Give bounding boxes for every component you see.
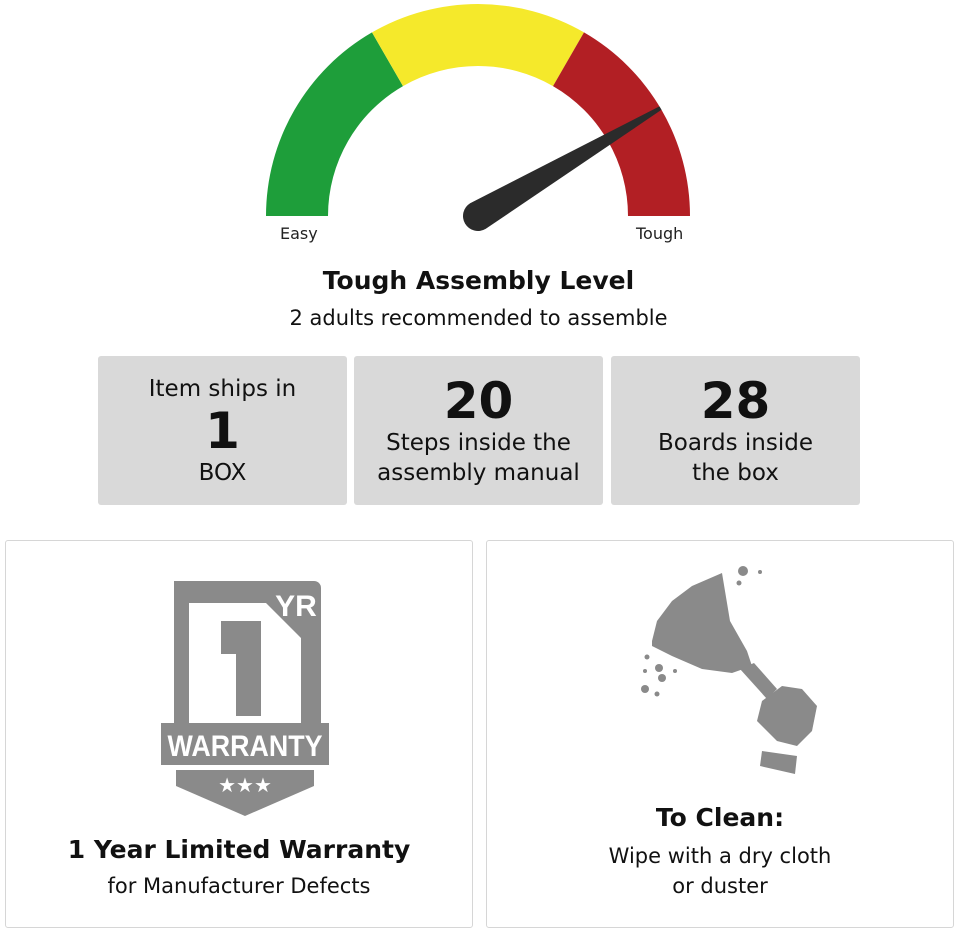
stat-number: 20 bbox=[443, 371, 514, 430]
gauge-label-tough: Tough bbox=[636, 224, 684, 243]
cleaning-title: To Clean: bbox=[655, 803, 785, 832]
stat-line: Steps inside the bbox=[386, 429, 571, 456]
warranty-text: for Manufacturer Defects bbox=[107, 874, 371, 898]
gauge-segment-easy bbox=[266, 32, 403, 216]
badge-unit: YR bbox=[275, 590, 317, 623]
gauge-segment-tough bbox=[553, 32, 690, 216]
stat-line: the box bbox=[692, 459, 779, 486]
stat-box-shipping: Item ships in 1 BOX bbox=[98, 356, 347, 505]
stat-box-steps: 20 Steps inside the assembly manual bbox=[354, 356, 603, 505]
badge-text: WARRANTY bbox=[168, 730, 323, 763]
stat-line: Boards inside bbox=[658, 429, 813, 456]
stars-icon: ★★★ bbox=[218, 773, 272, 797]
assembly-gauge bbox=[266, 4, 690, 231]
stat-box-boards: 28 Boards inside the box bbox=[611, 356, 860, 505]
warranty-card: YR WARRANTY ★★★ 1 Year Limited Warranty … bbox=[5, 540, 473, 928]
cleaning-card: To Clean: Wipe with a dry cloth or duste… bbox=[486, 540, 954, 928]
cleaning-line-2: or duster bbox=[672, 874, 768, 898]
cleaning-line-1: Wipe with a dry cloth bbox=[608, 844, 832, 868]
assembly-subtitle: 2 adults recommended to assemble bbox=[289, 306, 668, 330]
gauge-label-easy: Easy bbox=[280, 224, 318, 243]
stat-number: 1 bbox=[205, 401, 240, 460]
warranty-badge-icon: YR WARRANTY ★★★ bbox=[161, 581, 329, 816]
stat-top: Item ships in bbox=[148, 375, 297, 402]
duster-hand-icon bbox=[641, 566, 817, 774]
gauge-segment-medium bbox=[372, 4, 584, 87]
stat-bottom: BOX bbox=[198, 459, 247, 486]
gauge-needle bbox=[463, 106, 662, 231]
assembly-title: Tough Assembly Level bbox=[322, 266, 635, 295]
warranty-title: 1 Year Limited Warranty bbox=[67, 835, 411, 864]
stat-line: assembly manual bbox=[377, 459, 580, 486]
stat-number: 28 bbox=[700, 371, 771, 430]
